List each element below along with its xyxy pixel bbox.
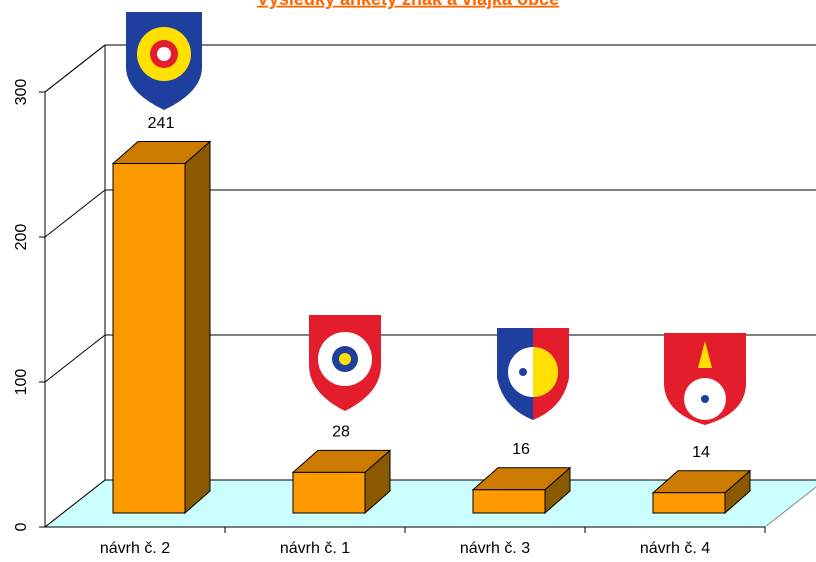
y-tick-label: 300: [13, 79, 30, 106]
bar: [291, 449, 392, 515]
bar: [651, 469, 752, 515]
x-tick-label: návrh č. 3: [460, 540, 530, 557]
value-label: 16: [512, 441, 530, 458]
y-tick-label: 100: [13, 369, 30, 396]
bar-front: [652, 492, 726, 514]
shield-icons: [126, 12, 746, 425]
grid-line-side: [44, 479, 106, 528]
plot-area: [43, 44, 816, 528]
bar-side: [184, 140, 211, 515]
value-label: 28: [332, 424, 350, 441]
x-tick-label: návrh č. 4: [640, 540, 710, 557]
x-tick-label: návrh č. 1: [280, 540, 350, 557]
bar: [471, 466, 572, 515]
bar-front: [112, 163, 186, 514]
grid-line-side: [44, 44, 106, 93]
value-label: 241: [148, 115, 175, 132]
bar-front: [292, 471, 366, 514]
chart-title: Výsledky ankety znak a vlajka obce: [257, 0, 559, 9]
value-label: 14: [692, 444, 710, 461]
bar-front: [472, 489, 546, 514]
x-tick-label: návrh č. 2: [100, 540, 170, 557]
y-tick-label: 200: [13, 224, 30, 251]
grid-line-side: [44, 334, 106, 383]
y-tick-label: 0: [13, 522, 30, 531]
bar: [111, 140, 212, 515]
grid-line-side: [44, 189, 106, 238]
